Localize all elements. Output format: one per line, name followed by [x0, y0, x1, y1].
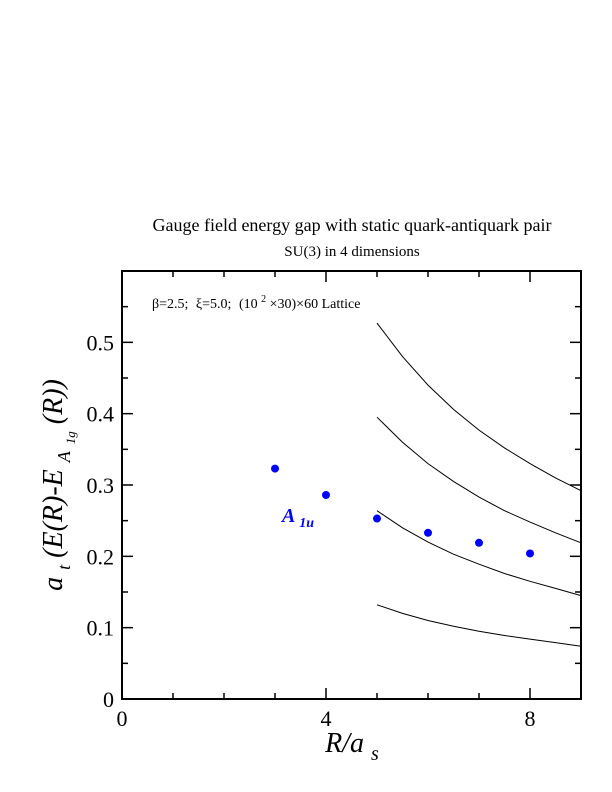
x-tick-label: 8 — [525, 706, 536, 731]
x-axis-label-main: R/a — [324, 728, 364, 759]
series-label-a1u: A 1u — [280, 505, 314, 531]
data-point — [526, 549, 534, 558]
series-label-sub: 1u — [299, 516, 314, 531]
series-label-main: A — [280, 505, 295, 527]
y-tick-label: 0.2 — [87, 544, 115, 569]
y-tick-label: 0.1 — [87, 616, 115, 641]
xi-text: ξ=5.0; — [196, 297, 232, 312]
y-axis-label-mid: (E(R)-E — [38, 469, 69, 558]
beta-text: β=2.5; — [152, 297, 188, 312]
y-axis-label-sub: A — [54, 450, 74, 463]
lattice-pre-text: (10 — [239, 297, 258, 312]
lattice-exponent: 2 — [261, 294, 266, 305]
reference-curve — [376, 510, 582, 597]
data-point — [424, 528, 432, 537]
x-tick-label: 4 — [321, 706, 332, 731]
y-axis-label-pre: a — [38, 577, 69, 591]
y-axis-label: a t (E(R)-E A 1g (R)) — [38, 379, 82, 591]
lattice-post-text: ×30)×60 Lattice — [270, 297, 361, 312]
y-axis-label-post: (R)) — [38, 379, 69, 424]
data-point — [475, 538, 483, 547]
y-tick-label: 0.3 — [87, 473, 115, 498]
lattice-annotation: β=2.5; ξ=5.0; (10 2 ×30)×60 Lattice — [152, 291, 360, 312]
data-point — [373, 514, 381, 523]
x-axis-label-sub: s — [371, 743, 379, 765]
y-tick-label: 0.4 — [87, 402, 115, 427]
data-point — [271, 464, 279, 473]
reference-curve — [376, 604, 582, 647]
reference-curve — [376, 322, 582, 492]
y-tick-label: 0 — [103, 687, 114, 712]
y-axis-label-subsub: 1g — [63, 431, 78, 445]
data-point — [322, 490, 330, 499]
x-axis-label: R/a s — [324, 728, 379, 765]
chart-title: Gauge field energy gap with static quark… — [152, 215, 551, 235]
y-axis-label-pre-sub: t — [54, 564, 74, 570]
plot-frame — [121, 270, 582, 700]
reference-curve — [376, 416, 582, 544]
chart-subtitle: SU(3) in 4 dimensions — [284, 244, 420, 260]
y-tick-label: 0.5 — [87, 330, 115, 355]
x-tick-label: 0 — [117, 706, 128, 731]
